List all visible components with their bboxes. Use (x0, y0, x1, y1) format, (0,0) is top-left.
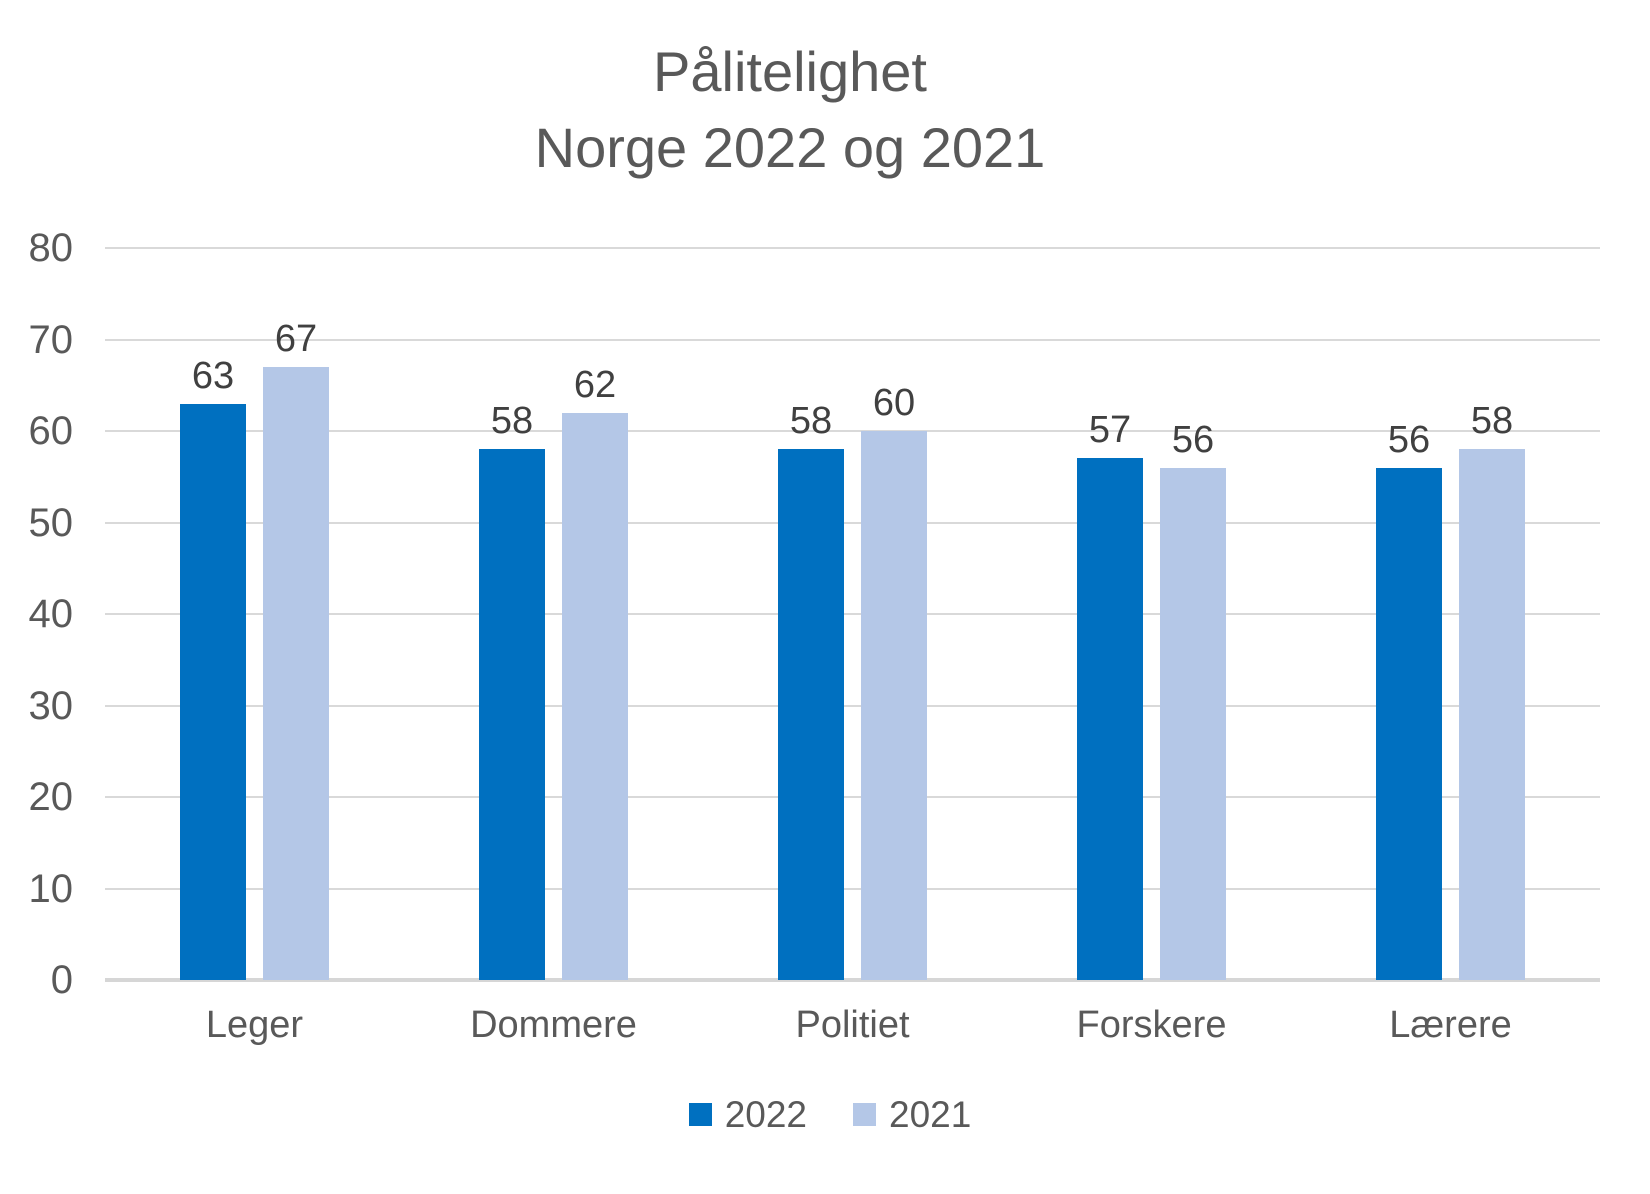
legend-swatch-2021 (853, 1103, 876, 1126)
chart-subtitle: Norge 2022 og 2021 (534, 115, 1046, 179)
data-label-politiet-2021: 60 (872, 382, 916, 424)
data-label-dommere-2021: 62 (573, 363, 617, 406)
legend-item-2022: 2022 (688, 1094, 807, 1135)
gridline-80 (105, 247, 1600, 249)
bar-wrap-politiet-2022: 58 (778, 248, 844, 980)
gridline-50 (105, 521, 1600, 524)
category-label-lærere: Lærere (1389, 1004, 1512, 1046)
bar-wrap-leger-2022: 63 (180, 248, 246, 980)
bar-group-politiet: 58 60 (703, 248, 1002, 980)
bar-wrap-leger-2021: 67 (263, 248, 329, 980)
data-label-forskere-2021: 56 (1171, 418, 1215, 461)
chart-title-block: Pålitelighet Norge 2022 og 2021 (0, 34, 1580, 185)
gridline-10 (105, 887, 1600, 890)
bar-group-dommere: 58 62 (404, 248, 703, 980)
bar-wrap-dommere-2022: 58 (479, 248, 545, 980)
bar-leger-2021 (263, 366, 329, 980)
legend: 2022 2021 (0, 1096, 1650, 1133)
bar-group-lærere: 56 58 (1301, 248, 1600, 980)
gridline-70 (105, 338, 1600, 341)
bar-politiet-2022 (778, 449, 844, 980)
chart-title: Pålitelighet (653, 40, 927, 103)
bar-wrap-politiet-2021: 60 (861, 248, 927, 980)
bar-forskere-2022 (1077, 458, 1143, 980)
bar-dommere-2022 (479, 449, 545, 980)
legend-label-2022: 2022 (724, 1094, 807, 1135)
bar-group-forskere: 57 56 (1002, 248, 1301, 980)
legend-swatch-2022 (688, 1103, 712, 1126)
legend-item-2021: 2021 (853, 1096, 971, 1133)
bar-groups: 63 67 58 62 58 60 57 56 56 58 (105, 248, 1600, 980)
gridline-20 (105, 796, 1600, 798)
gridline-30 (105, 704, 1600, 707)
bar-leger-2022 (180, 403, 246, 980)
data-label-forskere-2022: 57 (1088, 409, 1132, 452)
bar-politiet-2021 (861, 431, 927, 980)
bar-wrap-dommere-2021: 62 (562, 248, 628, 980)
gridline-60 (105, 430, 1600, 432)
bar-lærere-2021 (1459, 449, 1525, 980)
data-label-lærere-2022: 56 (1387, 418, 1431, 461)
legend-label-2021: 2021 (889, 1094, 972, 1135)
data-label-dommere-2022: 58 (490, 400, 534, 443)
data-label-lærere-2021: 58 (1470, 400, 1514, 443)
x-axis-category-labels: Leger Dommere Politiet Forskere Lærere (105, 1004, 1600, 1047)
bar-wrap-forskere-2021: 56 (1160, 248, 1226, 980)
category-label-politiet: Politiet (795, 1004, 910, 1046)
data-label-leger-2022: 63 (191, 354, 235, 397)
bar-dommere-2021 (562, 412, 628, 980)
bar-wrap-lærere-2022: 56 (1376, 248, 1442, 980)
bar-forskere-2021 (1160, 467, 1226, 980)
category-label-forskere: Forskere (1076, 1004, 1227, 1046)
bar-wrap-forskere-2022: 57 (1077, 248, 1143, 980)
bar-wrap-lærere-2021: 58 (1459, 248, 1525, 980)
gridline-40 (105, 613, 1600, 615)
category-label-leger: Leger (205, 1004, 304, 1046)
x-axis-line (105, 978, 1600, 982)
bar-lærere-2022 (1376, 467, 1442, 980)
category-label-dommere: Dommere (470, 1004, 637, 1046)
data-label-politiet-2022: 58 (789, 400, 833, 443)
plot-area: 0 10 20 30 40 50 60 70 80 63 67 58 62 58 60 57 56 56 58 L… (29, 228, 1600, 1046)
data-label-leger-2021: 67 (274, 317, 318, 360)
bar-group-leger: 63 67 (105, 248, 404, 980)
